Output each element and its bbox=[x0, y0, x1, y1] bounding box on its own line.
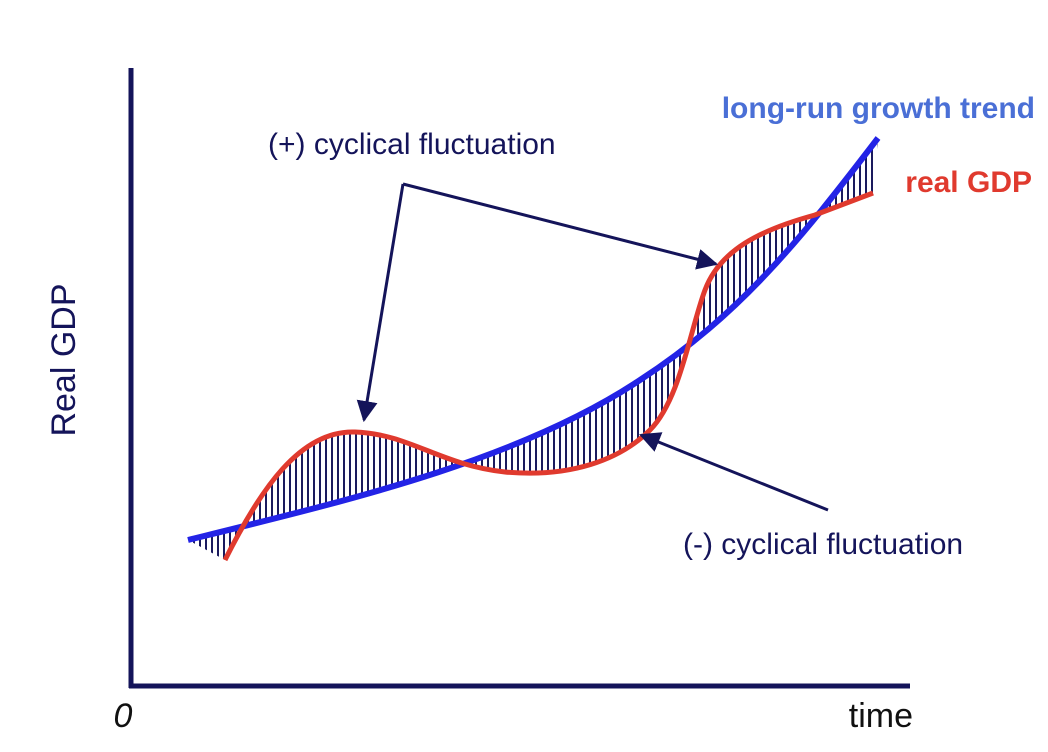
arrow bbox=[356, 183, 405, 423]
y-axis-label: Real GDP bbox=[45, 283, 83, 436]
hatched-gap bbox=[188, 138, 878, 560]
trend-label: long-run growth trend bbox=[722, 92, 1035, 125]
trend-curve bbox=[187, 136, 881, 543]
positive-label: (+) cyclical fluctuation bbox=[268, 128, 556, 161]
arrow bbox=[402, 182, 719, 270]
x-axis-label: time bbox=[849, 697, 913, 735]
negative-label: (-) cyclical fluctuation bbox=[683, 528, 963, 561]
real-gdp-label: real GDP bbox=[905, 166, 1032, 199]
origin-label: 0 bbox=[114, 697, 133, 735]
real-gdp-curve bbox=[222, 190, 874, 562]
arrow bbox=[639, 432, 829, 512]
